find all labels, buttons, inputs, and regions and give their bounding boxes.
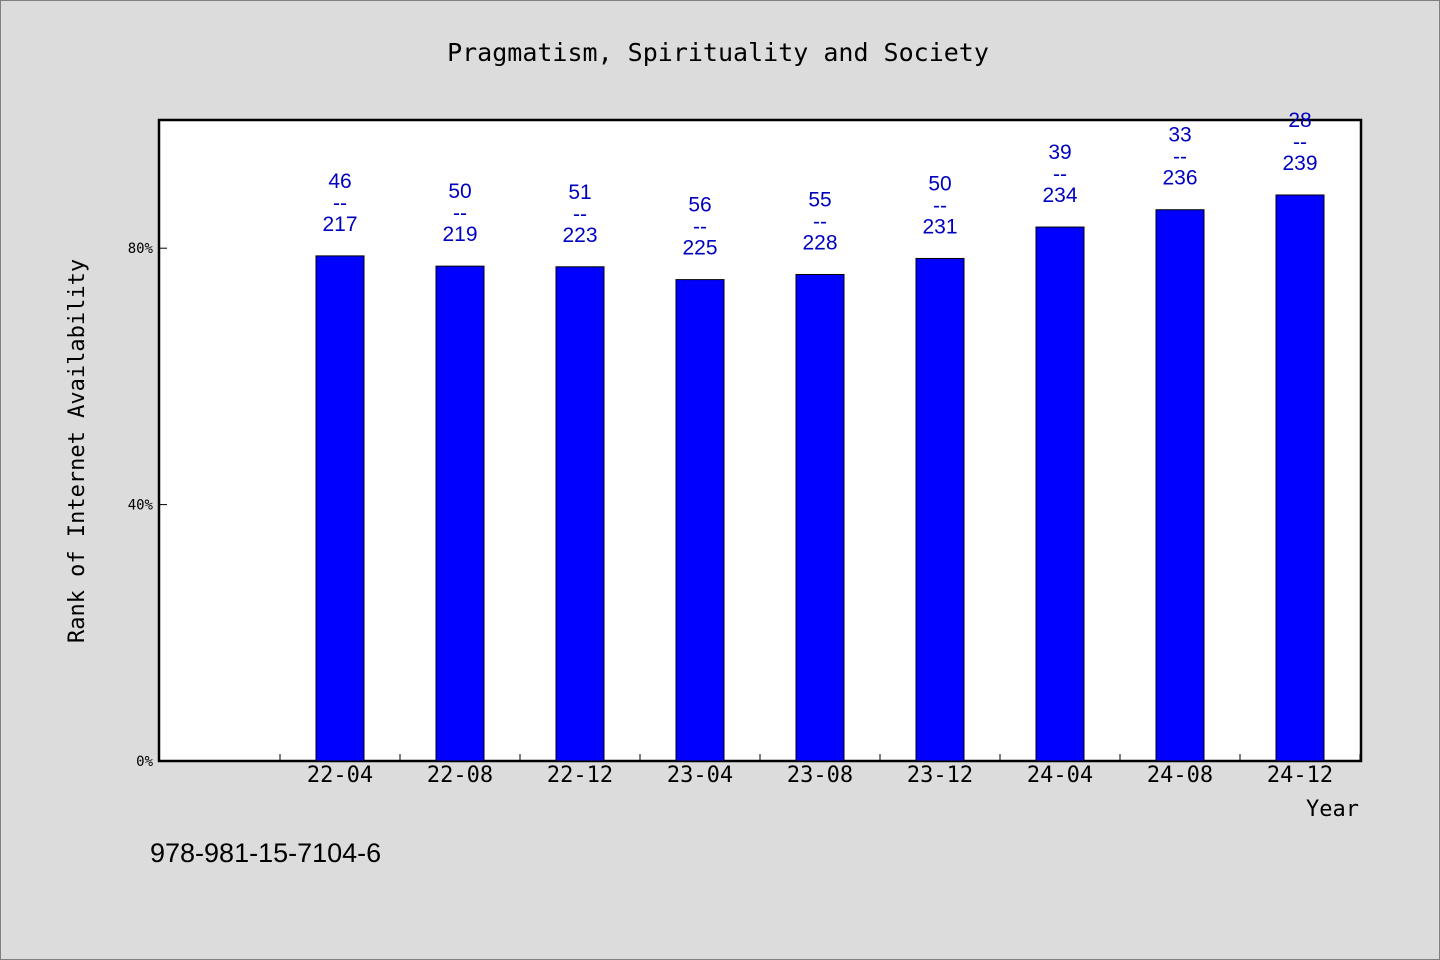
y-tick-label: 80% xyxy=(128,241,154,257)
x-axis: 22-04 22-08 22-12 23-04 23-08 23-12 24-04 24-08… xyxy=(279,754,1361,788)
data-label-separator: -- xyxy=(453,202,467,225)
data-label-top: 46 xyxy=(328,170,351,193)
data-label-bottom: 236 xyxy=(1162,167,1197,190)
x-tick-label: 24-08 xyxy=(1147,763,1213,788)
bar xyxy=(915,257,965,762)
x-tick-label: 22-04 xyxy=(307,763,373,788)
x-tick-label: 22-08 xyxy=(427,763,493,788)
data-label-top: 39 xyxy=(1048,141,1071,164)
data-label-bottom: 234 xyxy=(1042,184,1077,207)
x-tick-label: 23-04 xyxy=(667,763,733,788)
bar xyxy=(315,255,365,762)
data-label-separator: -- xyxy=(693,216,707,239)
data-label-top: 56 xyxy=(688,194,711,217)
data-label-bottom: 223 xyxy=(562,224,597,247)
x-tick-label: 24-04 xyxy=(1027,763,1093,788)
x-tick-label: 23-12 xyxy=(907,763,973,788)
x-tick-label: 22-12 xyxy=(547,763,613,788)
data-label-bottom: 217 xyxy=(322,213,357,236)
x-axis-label: Year xyxy=(1306,797,1359,822)
isbn-text: 978-981-15-7104-6 xyxy=(150,838,381,868)
data-label-bottom: 228 xyxy=(802,231,837,254)
y-tick-label: 0% xyxy=(136,754,153,770)
data-label-top: 28 xyxy=(1288,109,1311,132)
data-label-separator: -- xyxy=(573,203,587,226)
chart-title: Pragmatism, Spirituality and Society xyxy=(447,38,989,67)
bar xyxy=(1155,209,1205,762)
bar xyxy=(795,273,845,762)
data-labels-layer: 46--21750--21951--22356--22555--22850--2… xyxy=(322,109,1317,260)
data-label-separator: -- xyxy=(813,210,827,233)
bar xyxy=(675,279,725,762)
x-tick-label: 23-08 xyxy=(787,763,853,788)
data-label-separator: -- xyxy=(1173,146,1187,169)
data-label-separator: -- xyxy=(333,192,347,215)
data-label-top: 51 xyxy=(568,181,591,204)
y-axis: 0% 40% 80% xyxy=(128,241,167,770)
bar xyxy=(1275,194,1325,762)
data-label-bottom: 225 xyxy=(682,237,717,260)
y-axis-label: Rank of Internet Availability xyxy=(65,259,90,643)
y-tick-label: 40% xyxy=(128,498,154,514)
bar xyxy=(1035,226,1085,762)
data-label-separator: -- xyxy=(1053,163,1067,186)
data-label-top: 50 xyxy=(928,172,951,195)
bar xyxy=(555,266,605,762)
bars-layer xyxy=(315,194,1325,762)
data-label-top: 33 xyxy=(1168,124,1191,147)
data-label-top: 55 xyxy=(808,188,831,211)
data-label-separator: -- xyxy=(1293,131,1307,154)
data-label-top: 50 xyxy=(448,180,471,203)
data-label-bottom: 219 xyxy=(442,223,477,246)
data-label-separator: -- xyxy=(933,194,947,217)
x-tick-label: 24-12 xyxy=(1267,763,1333,788)
data-label-bottom: 231 xyxy=(922,215,957,238)
bar xyxy=(435,265,485,762)
data-label-bottom: 239 xyxy=(1282,152,1317,175)
